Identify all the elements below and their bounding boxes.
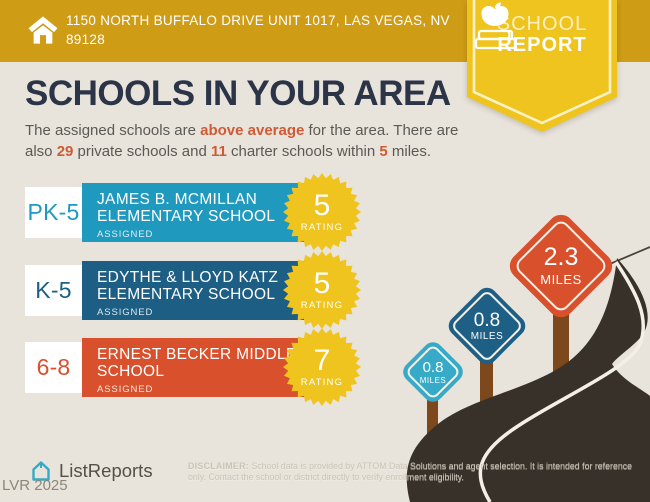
assigned-label: ASSIGNED — [97, 228, 154, 240]
grade-range-badge: 6-8 — [25, 342, 82, 393]
rating-label: RATING — [300, 300, 344, 311]
distance-sign-far: 2.3 MILES — [504, 209, 618, 323]
rating-seal: 7 RATING — [283, 328, 361, 406]
listreports-logo: ListReports — [30, 460, 153, 482]
assigned-label: ASSIGNED — [97, 306, 154, 318]
distance-sign-mid: 0.8 MILES — [444, 283, 530, 369]
apple-icon — [481, 2, 509, 27]
distance-value: 0.8 — [422, 358, 444, 376]
assigned-label: ASSIGNED — [97, 383, 154, 395]
rating-value: 5 — [313, 267, 331, 300]
listreports-wordmark: ListReports — [59, 460, 153, 481]
page-title: SCHOOLS IN YOUR AREA — [25, 74, 451, 113]
watermark: LVR 2025 — [2, 477, 68, 494]
school-row: PK-5 JAMES B. MCMILLAN ELEMENTARY SCHOOL… — [0, 173, 400, 251]
distance-value: 2.3 — [543, 243, 579, 271]
ribbon-school-label: SCHOOL — [496, 13, 588, 35]
distance-unit: MILES — [540, 272, 582, 287]
disclaimer-text: DISCLAIMER: School data is provided by A… — [188, 461, 633, 483]
school-row: 6-8 ERNEST BECKER MIDDLE SCHOOL ASSIGNED… — [0, 328, 400, 406]
house-icon — [28, 16, 58, 44]
grade-range-badge: K-5 — [25, 265, 82, 316]
school-bar: ERNEST BECKER MIDDLE SCHOOL ASSIGNED — [82, 338, 312, 397]
distance-sign-near: 0.8 MILES — [399, 338, 467, 406]
address-line1: 1150 NORTH BUFFALO DRIVE UNIT 1017, LAS … — [66, 13, 450, 28]
listreports-house-icon — [32, 461, 50, 481]
school-bar: EDYTHE & LLOYD KATZ ELEMENTARY SCHOOL AS… — [82, 261, 312, 320]
rating-label: RATING — [300, 222, 344, 233]
distance-value: 0.8 — [473, 309, 501, 331]
property-address: 1150 NORTH BUFFALO DRIVE UNIT 1017, LAS … — [66, 12, 466, 50]
school-bar: JAMES B. MCMILLAN ELEMENTARY SCHOOL ASSI… — [82, 183, 312, 242]
rating-seal: 5 RATING — [283, 251, 361, 329]
school-row: K-5 EDYTHE & LLOYD KATZ ELEMENTARY SCHOO… — [0, 251, 400, 329]
sign-post — [480, 360, 493, 448]
school-name: EDYTHE & LLOYD KATZ ELEMENTARY SCHOOL — [97, 269, 279, 304]
distance-unit: MILES — [470, 330, 504, 342]
school-name: ERNEST BECKER MIDDLE SCHOOL — [97, 346, 297, 381]
rating-value: 5 — [313, 189, 331, 222]
book-icon — [474, 29, 517, 50]
school-report-ribbon: SCHOOL REPORT — [467, 0, 617, 140]
rating-seal: 5 RATING — [283, 173, 361, 251]
intro-text: The assigned schools are above average f… — [25, 122, 459, 160]
disclaimer-label: DISCLAIMER: — [188, 461, 249, 471]
address-line2: 89128 — [66, 31, 106, 47]
distance-unit: MILES — [419, 375, 447, 385]
grade-range-badge: PK-5 — [25, 187, 82, 238]
ribbon-report-label: REPORT — [497, 34, 587, 56]
rating-value: 7 — [313, 344, 331, 377]
rating-label: RATING — [300, 377, 344, 388]
school-name: JAMES B. MCMILLAN ELEMENTARY SCHOOL — [97, 191, 276, 226]
sign-post — [553, 312, 569, 412]
